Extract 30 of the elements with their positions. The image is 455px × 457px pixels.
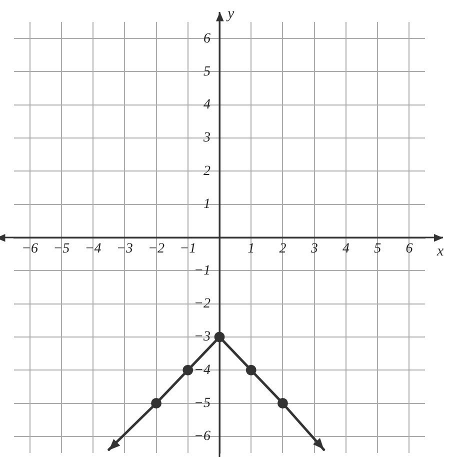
x-tick-label: 1	[248, 242, 255, 257]
x-tick-label: −2	[148, 242, 164, 257]
y-tick-label: −5	[194, 396, 210, 411]
x-tick-label: 2	[279, 242, 286, 257]
x-tick-label: 3	[310, 242, 318, 257]
y-tick-label: 6	[204, 31, 210, 46]
x-tick-label: −6	[22, 242, 38, 257]
y-tick-label: 1	[204, 197, 210, 212]
y-tick-label: −2	[194, 296, 210, 312]
y-tick-label: 5	[204, 64, 210, 80]
x-axis-title: x	[436, 243, 444, 260]
y-tick-label: 2	[204, 164, 210, 179]
x-tick-label: 6	[406, 242, 413, 257]
x-tick-label: −1	[180, 242, 196, 257]
y-tick-label: −4	[194, 362, 210, 378]
y-tick-label: 4	[204, 98, 210, 113]
x-tick-label: −3	[116, 242, 133, 257]
y-tick-label: −3	[194, 330, 210, 345]
point	[182, 364, 194, 376]
y-tick-label: 3	[202, 130, 210, 146]
x-tick-label: 4	[342, 242, 350, 257]
x-tick-label: −5	[53, 242, 70, 257]
point	[277, 398, 288, 409]
x-tick-label: −4	[84, 242, 102, 257]
y-tick-label: −6	[194, 429, 210, 444]
point	[246, 364, 256, 376]
y-axis-title: y	[226, 6, 234, 22]
y-tick-label: −1	[194, 263, 210, 278]
x-tick-label: 5	[374, 242, 382, 257]
point	[151, 398, 162, 409]
